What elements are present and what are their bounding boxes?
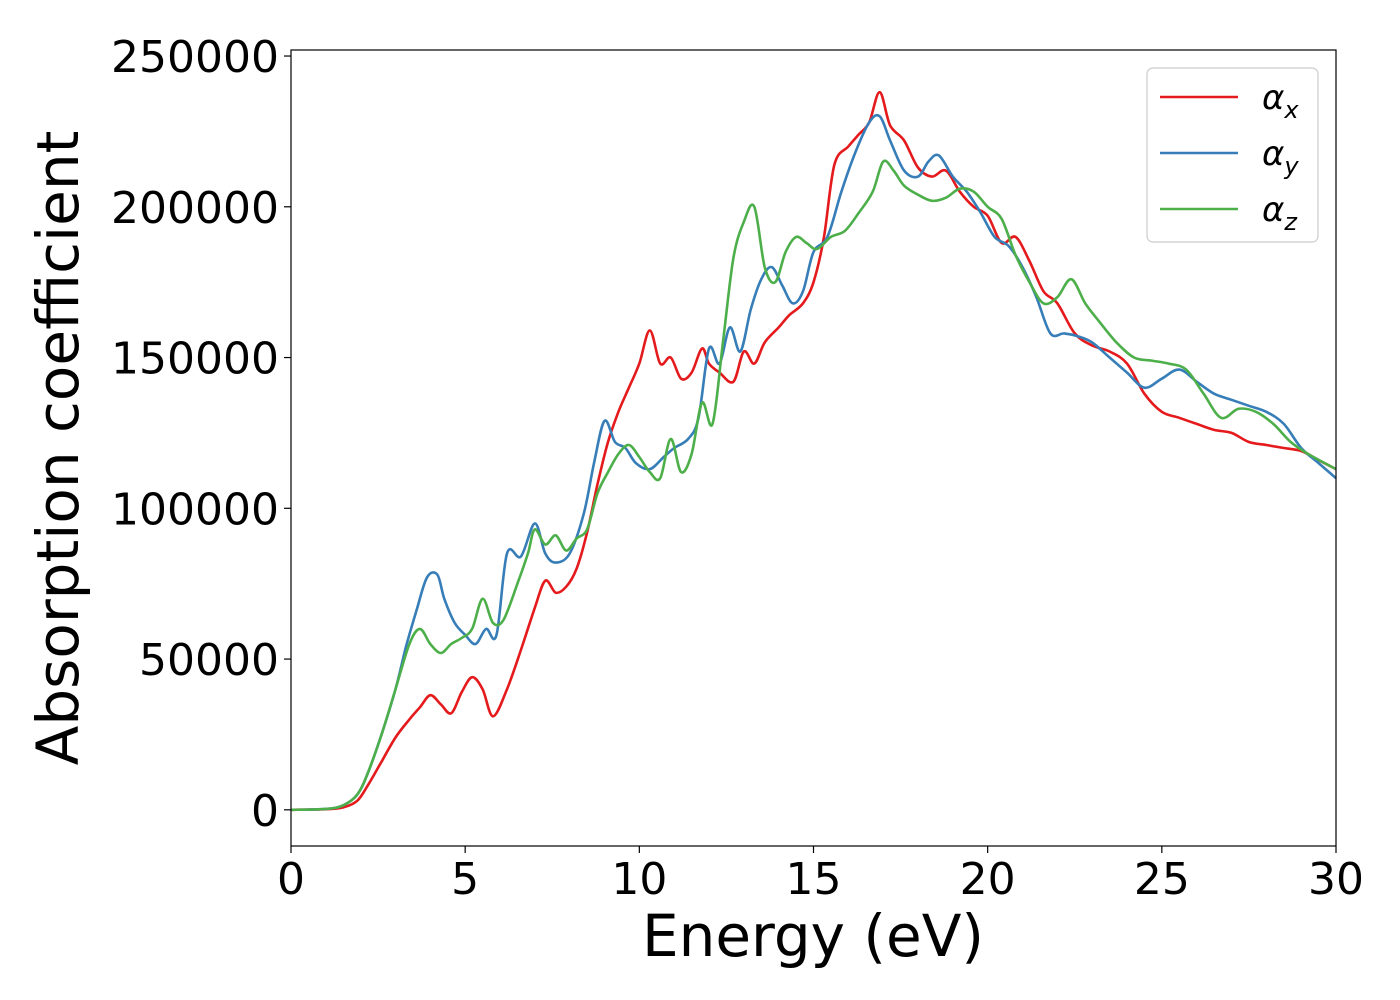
series-line-alpha-z xyxy=(290,159,1337,812)
y-tick-label: 150000 xyxy=(111,334,279,385)
x-tick-label: 10 xyxy=(611,854,667,905)
x-axis-ticks: 0 5 10 15 20 25 30 xyxy=(277,846,1364,905)
x-tick-label: 15 xyxy=(786,854,842,905)
y-tick-label: 200000 xyxy=(111,183,279,234)
x-tick-label: 25 xyxy=(1134,854,1190,905)
y-tick-label: 250000 xyxy=(111,32,279,83)
legend-label-symbol: α xyxy=(1262,78,1284,118)
series-lines xyxy=(290,90,1337,812)
y-tick-label: 0 xyxy=(251,786,279,837)
legend-box xyxy=(1146,67,1319,243)
x-tick-label: 5 xyxy=(451,854,479,905)
x-tick-label: 30 xyxy=(1308,854,1364,905)
legend-label-subscript: x xyxy=(1283,96,1299,124)
y-tick-label: 100000 xyxy=(111,484,279,535)
x-tick-label: 20 xyxy=(960,854,1016,905)
legend-label-subscript: z xyxy=(1283,208,1298,236)
y-axis-title: Absorption coefficient xyxy=(24,131,92,766)
legend-label-alpha-y: αy xyxy=(1262,134,1299,180)
legend-label-subscript: y xyxy=(1283,152,1299,180)
y-axis-ticks: 0 50000 100000 150000 200000 250000 xyxy=(111,32,291,837)
legend-label-alpha-z: αz xyxy=(1262,190,1298,236)
legend-label-alpha-x: αx xyxy=(1262,78,1299,124)
legend-label-symbol: α xyxy=(1262,190,1284,230)
y-tick-label: 50000 xyxy=(139,635,279,686)
series-line-alpha-y xyxy=(290,113,1337,812)
x-axis-title: Energy (eV) xyxy=(642,902,984,970)
x-tick-label: 0 xyxy=(277,854,305,905)
series-line-alpha-x xyxy=(290,90,1337,812)
legend-label-symbol: α xyxy=(1262,134,1284,174)
